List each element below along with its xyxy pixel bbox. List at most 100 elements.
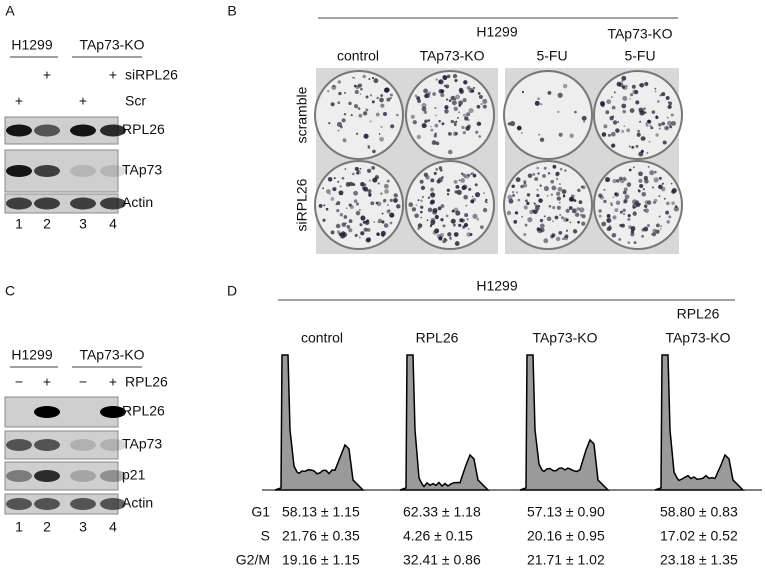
colony (558, 132, 563, 137)
colony (506, 210, 512, 216)
colony (671, 121, 676, 126)
colony (368, 192, 372, 197)
lane-number: 4 (109, 216, 117, 232)
colony (617, 120, 620, 124)
colony (537, 172, 540, 175)
colony (368, 179, 371, 182)
colony (523, 181, 526, 185)
plate (593, 70, 683, 160)
colony (452, 74, 458, 79)
colony (611, 233, 617, 238)
colony (454, 241, 460, 246)
colony (380, 192, 383, 195)
colony (326, 189, 331, 194)
colony (658, 123, 662, 127)
colony (479, 225, 484, 230)
colony (521, 90, 525, 94)
phase-value: 17.02 ± 0.52 (660, 528, 738, 544)
colony (389, 93, 393, 97)
colony (461, 125, 465, 130)
colony (414, 213, 419, 219)
colony (412, 120, 417, 125)
colony (451, 100, 457, 106)
colony (635, 100, 640, 105)
colony (468, 107, 474, 114)
colony (616, 179, 620, 183)
colony (623, 200, 627, 204)
colony (577, 188, 581, 192)
blot-band (34, 439, 60, 451)
colony (608, 133, 611, 137)
colony (458, 179, 461, 182)
blot-band (34, 470, 60, 482)
colony (339, 125, 343, 129)
colony (520, 132, 523, 134)
colony (369, 94, 373, 97)
colony (357, 107, 361, 110)
colony (628, 225, 632, 229)
colony (561, 189, 567, 195)
colony (534, 203, 538, 208)
colony (640, 149, 644, 153)
treatment-label: RPL26 (125, 374, 168, 390)
colony (430, 199, 435, 204)
colony (330, 230, 335, 235)
colony (610, 96, 613, 98)
colony (538, 133, 541, 136)
treatment-mark: + (109, 374, 117, 390)
colony (378, 133, 381, 135)
colony (557, 110, 560, 114)
colony (514, 211, 519, 215)
colony (467, 173, 471, 177)
blot-band (100, 439, 126, 451)
colony (323, 204, 326, 207)
colony (396, 204, 401, 209)
colony (472, 173, 477, 178)
colony (578, 200, 583, 205)
colony (636, 132, 641, 137)
colony (652, 228, 657, 233)
colony (547, 172, 551, 175)
colony (435, 78, 438, 81)
colony (434, 132, 437, 135)
colony (628, 145, 631, 148)
colony (638, 189, 641, 193)
phase-value: 58.13 ± 1.15 (282, 504, 360, 520)
colony (581, 115, 587, 121)
colony (380, 125, 383, 129)
colony (336, 208, 340, 213)
blot-band (100, 197, 126, 210)
colony (344, 168, 347, 170)
colony (555, 236, 561, 242)
treatment-mark: + (79, 93, 87, 109)
colony (379, 97, 384, 103)
colony (543, 186, 549, 192)
colony (632, 211, 637, 216)
colony (606, 218, 610, 222)
colony (356, 171, 360, 175)
colony (360, 215, 366, 221)
colony (372, 149, 376, 154)
colony (448, 99, 452, 103)
colony (543, 238, 549, 244)
colony (639, 183, 644, 189)
colony (654, 87, 657, 90)
colony (661, 183, 664, 185)
colony (653, 177, 659, 183)
blot-label: Actin (122, 194, 153, 210)
plate (503, 70, 593, 160)
blot-label: TAp73 (122, 162, 162, 178)
colony (659, 227, 662, 230)
colony (440, 204, 445, 208)
colony (552, 164, 557, 169)
colony (421, 102, 427, 109)
colony (416, 96, 421, 101)
colony (559, 183, 561, 185)
colony (622, 213, 626, 216)
colony (580, 185, 584, 189)
colony (663, 197, 666, 200)
colony (513, 220, 518, 224)
colony (639, 120, 642, 123)
colony (450, 218, 456, 224)
colony (410, 114, 415, 119)
